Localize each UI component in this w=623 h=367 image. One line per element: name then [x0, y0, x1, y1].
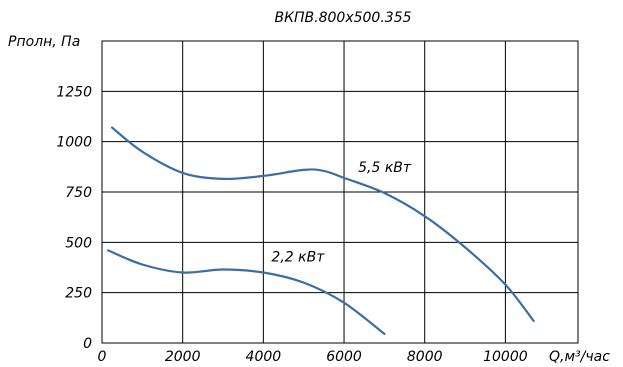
y-tick-label: 0 — [83, 336, 92, 352]
y-tick-label: 250 — [65, 286, 92, 302]
x-tick-label: 6000 — [326, 349, 362, 365]
series-label: 2,2 кВт — [271, 249, 325, 265]
chart-title: ВКПВ.800х500.355 — [274, 10, 411, 26]
x-tick-labels: 0 2000 4000 6000 8000 10000 — [98, 349, 528, 365]
x-axis-title: Q,м³/час — [549, 349, 610, 365]
y-tick-label: 1250 — [56, 84, 92, 100]
x-tick-label: 4000 — [246, 349, 282, 365]
y-tick-labels: 0 250 500 750 1000 1250 — [56, 84, 92, 352]
x-tick-label: 10000 — [483, 349, 528, 365]
x-tick-label: 0 — [98, 349, 107, 365]
series-line — [111, 126, 535, 322]
y-tick-label: 750 — [65, 185, 92, 201]
grid — [101, 40, 579, 344]
series-line — [107, 249, 386, 335]
y-tick-label: 1000 — [56, 135, 92, 151]
x-tick-label: 8000 — [407, 349, 443, 365]
y-axis-title: Pполн, Па — [8, 34, 80, 50]
series-label: 5,5 кВт — [358, 160, 412, 176]
series-group — [107, 126, 535, 335]
x-tick-label: 2000 — [165, 349, 201, 365]
y-tick-label: 500 — [65, 235, 92, 251]
series-labels: 5,5 кВт 2,2 кВт — [271, 160, 412, 266]
